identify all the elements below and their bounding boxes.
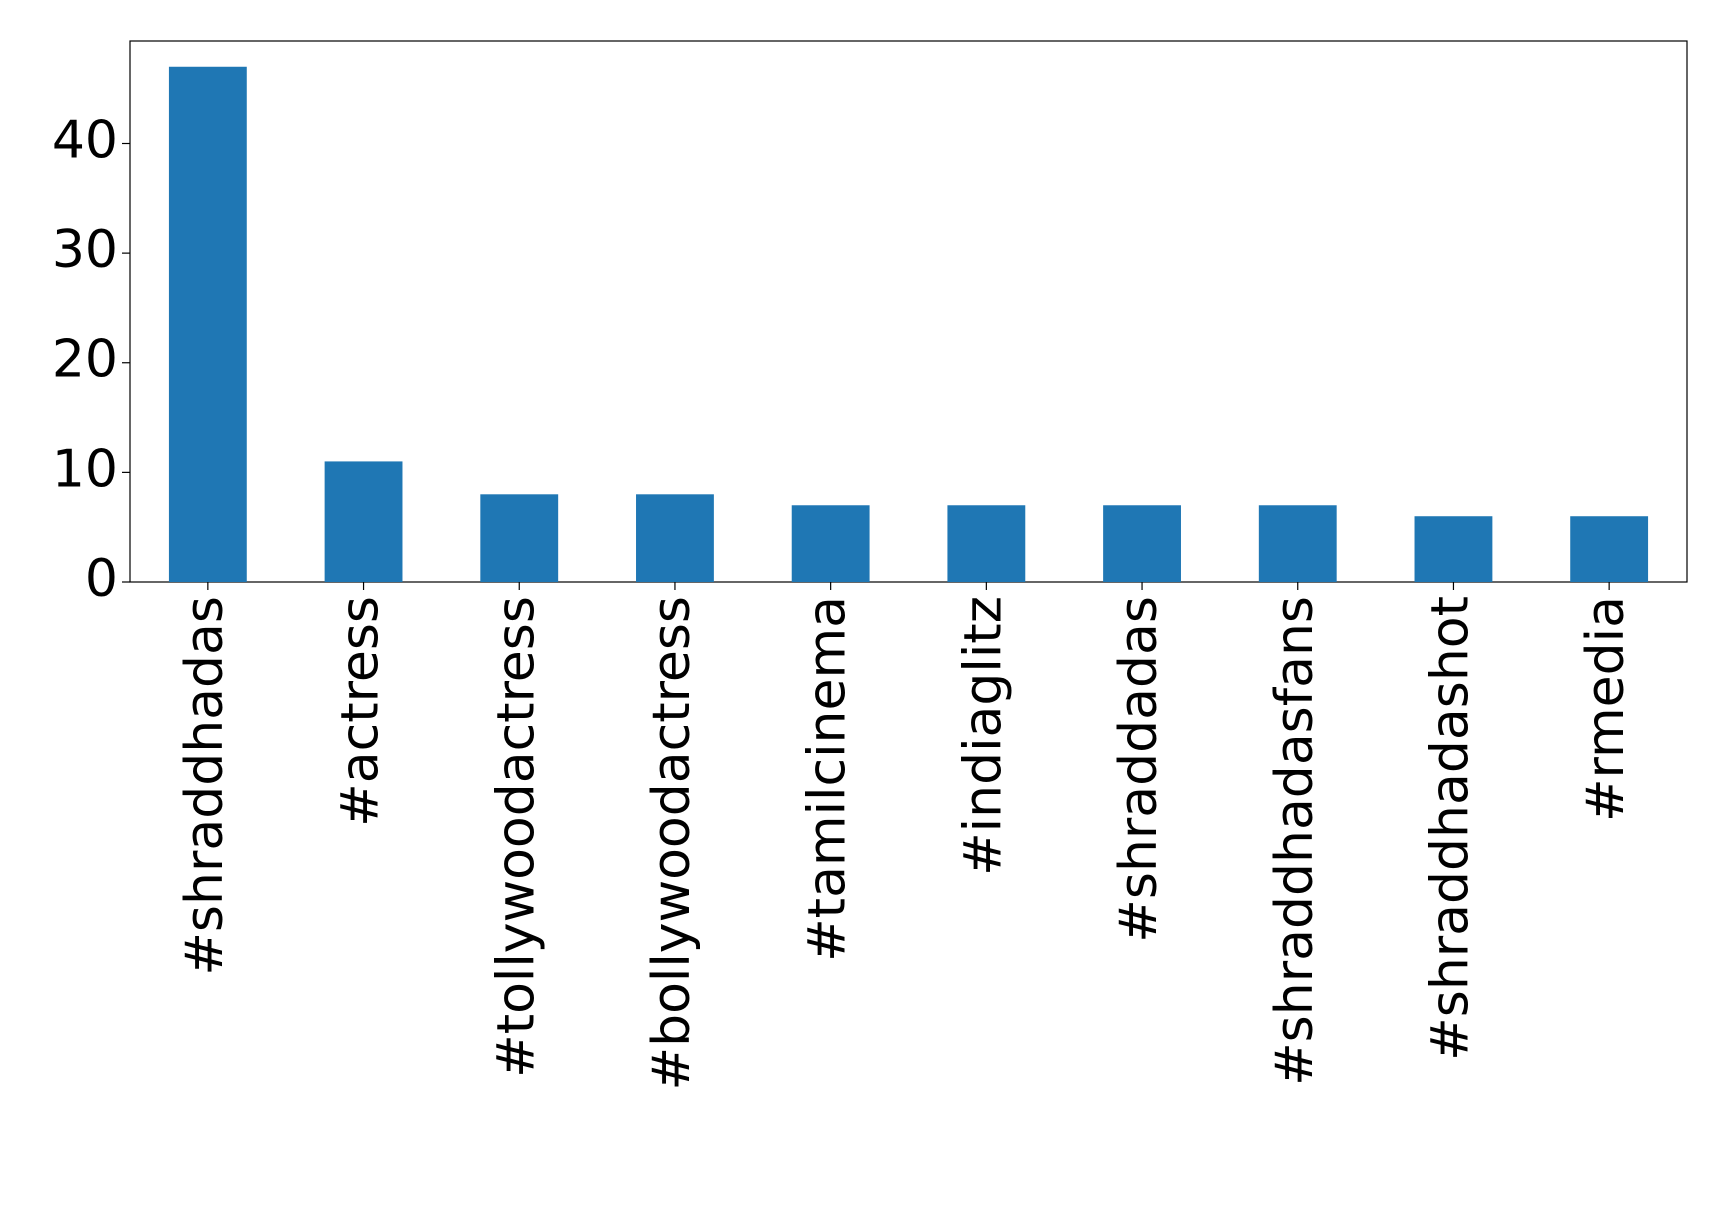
x-tick-label: #indiaglitz	[953, 596, 1013, 876]
bar	[324, 461, 403, 582]
bar	[1103, 505, 1181, 582]
plot-frame	[129, 40, 1688, 583]
x-tick-label: #shraddhadas	[175, 596, 235, 976]
bar	[791, 505, 870, 582]
x-tick-label: #tollywoodactress	[486, 596, 546, 1078]
x-tick-label: #shraddadas	[1109, 596, 1169, 943]
x-tick-label: #shraddhadasfans	[1265, 596, 1325, 1086]
bar	[168, 66, 247, 582]
bar	[1414, 516, 1493, 582]
bar	[636, 494, 714, 582]
bar	[480, 494, 559, 582]
x-tick-label: #shraddhadashot	[1420, 596, 1480, 1061]
y-tick-label: 0	[85, 549, 118, 609]
bar	[1258, 505, 1337, 582]
x-tick-label: #actress	[331, 596, 391, 827]
bar	[947, 505, 1026, 582]
y-tick-label: 40	[52, 110, 118, 170]
x-tick-label: #bollywoodactress	[642, 596, 702, 1090]
y-tick-label: 30	[52, 220, 118, 280]
bar	[1570, 516, 1649, 582]
y-tick-label: 20	[52, 330, 118, 390]
x-tick-label: #tamilcinema	[798, 596, 858, 962]
x-tick-label: #rmedia	[1576, 596, 1636, 822]
y-tick-label: 10	[52, 439, 118, 499]
